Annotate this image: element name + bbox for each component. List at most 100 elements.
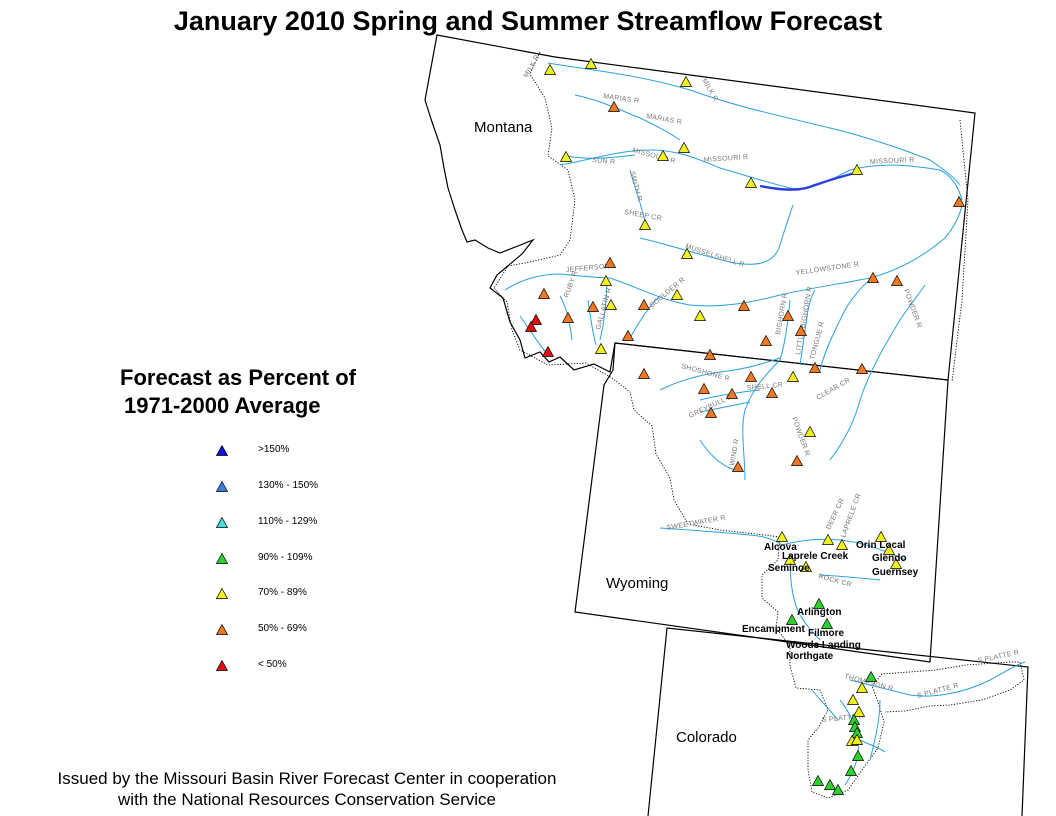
station-marker (731, 460, 745, 472)
river-label: BOULDER R (649, 276, 687, 309)
river-label: S PLATTE R (917, 682, 960, 700)
station-marker (603, 256, 617, 268)
site-label: Orin Local (856, 540, 906, 551)
station-marker (775, 530, 789, 542)
legend-item-lt50: < 50% (216, 659, 376, 673)
station-marker (844, 764, 858, 776)
station-marker (765, 386, 779, 398)
legend-label: < 50% (258, 659, 287, 670)
station-marker (584, 57, 598, 69)
station-marker (703, 348, 717, 360)
bighorn-river (742, 299, 791, 481)
station-marker (889, 557, 903, 569)
station-marker (621, 329, 635, 341)
legend-item-70-89: 70% - 89% (216, 587, 376, 601)
triangle-icon (216, 588, 228, 599)
river-label: JEFFERSON (566, 263, 611, 274)
station-marker (874, 530, 888, 542)
site-label: Encampment (742, 624, 805, 635)
river-label: MUSSELSHELL R (684, 243, 745, 269)
basin-east-edge (951, 119, 969, 383)
wyoming-boundary (574, 342, 949, 663)
state-boundaries (424, 34, 1029, 816)
station-marker (790, 454, 804, 466)
shoshone-river (659, 357, 781, 391)
state-label-montana: Montana (474, 119, 533, 136)
legend-label: 50% - 69% (258, 623, 307, 634)
river-label: YELLOWSTONE R (795, 261, 859, 277)
state-label-colorado: Colorado (676, 729, 737, 746)
montana-boundary (424, 34, 976, 381)
station-marker (808, 361, 822, 373)
tongue-river (819, 279, 871, 371)
missouri-basin-outline (493, 51, 1025, 799)
state-label-wyoming: Wyoming (606, 575, 668, 592)
legend-label: 130% - 150% (258, 480, 319, 491)
station-marker (783, 553, 797, 565)
legend-title-line2: 1971-2000 Average (124, 393, 321, 418)
missouri-reservoir (759, 170, 861, 191)
station-marker (835, 538, 849, 550)
forecast-stations (524, 57, 966, 795)
station-marker (737, 299, 751, 311)
site-label: Filmore (808, 628, 845, 639)
rock-creek (819, 574, 881, 581)
river-label: TONGUE R (809, 321, 826, 361)
station-marker (604, 298, 618, 310)
wind-river (699, 439, 736, 471)
station-marker (679, 75, 693, 87)
river-label: MARIAS R (646, 113, 683, 126)
station-marker (823, 778, 837, 790)
station-marker (855, 681, 869, 693)
issuer-line1: Issued by the Missouri Basin River Forec… (57, 769, 557, 788)
colorado-front-tribs (811, 689, 886, 753)
station-marker (537, 287, 551, 299)
legend-item-90-109: 90% - 109% (216, 552, 376, 566)
river-label: SUN R (592, 157, 616, 166)
station-marker (785, 613, 799, 625)
powder-river (829, 284, 926, 461)
issuer-line2: with the National Resources Conservation… (118, 790, 496, 809)
river-label: MISSOURI R (704, 154, 749, 164)
site-label: Laprele Creek (782, 551, 849, 562)
little-bighorn (799, 289, 816, 366)
musselshell-river (639, 204, 794, 265)
river-label: SHELL CR (747, 382, 784, 392)
site-label: Guernsey (872, 567, 919, 578)
station-marker (952, 195, 966, 207)
station-marker (637, 298, 651, 310)
legend-item-130-150: 130% - 150% (216, 480, 376, 494)
station-marker (670, 288, 684, 300)
station-marker (677, 141, 691, 153)
issuer-note: Issued by the Missouri Basin River Forec… (0, 768, 614, 810)
station-marker (799, 560, 813, 572)
station-marker (759, 334, 773, 346)
station-marker (594, 342, 608, 354)
triangle-icon (216, 624, 228, 635)
station-marker (846, 693, 860, 705)
station-marker (559, 150, 573, 162)
station-marker (524, 320, 538, 332)
station-marker (852, 705, 866, 717)
station-marker (744, 370, 758, 382)
station-marker (656, 149, 670, 161)
legend-label: 90% - 109% (258, 552, 313, 563)
river-label: MISSOURI R (870, 157, 915, 166)
station-marker (855, 362, 869, 374)
smith-river (629, 169, 646, 223)
triangle-icon (216, 660, 228, 671)
station-marker (697, 382, 711, 394)
basin-outline (493, 51, 1025, 799)
legend-label: >150% (258, 444, 290, 455)
sweetwater-river (659, 527, 783, 546)
legend-title: Forecast as Percent of 1971-2000 Average (120, 364, 356, 420)
station-marker (693, 309, 707, 321)
station-marker (529, 313, 543, 325)
triangle-icon (216, 445, 228, 456)
madison-river (587, 299, 597, 346)
yellowstone-river (609, 204, 963, 307)
map-title: January 2010 Spring and Summer Streamflo… (173, 6, 883, 36)
legend-item-50-69: 50% - 69% (216, 623, 376, 637)
station-marker (637, 367, 651, 379)
station-marker (821, 533, 835, 545)
